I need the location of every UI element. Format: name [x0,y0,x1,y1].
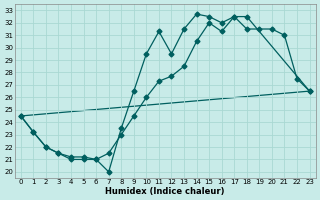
X-axis label: Humidex (Indice chaleur): Humidex (Indice chaleur) [106,187,225,196]
